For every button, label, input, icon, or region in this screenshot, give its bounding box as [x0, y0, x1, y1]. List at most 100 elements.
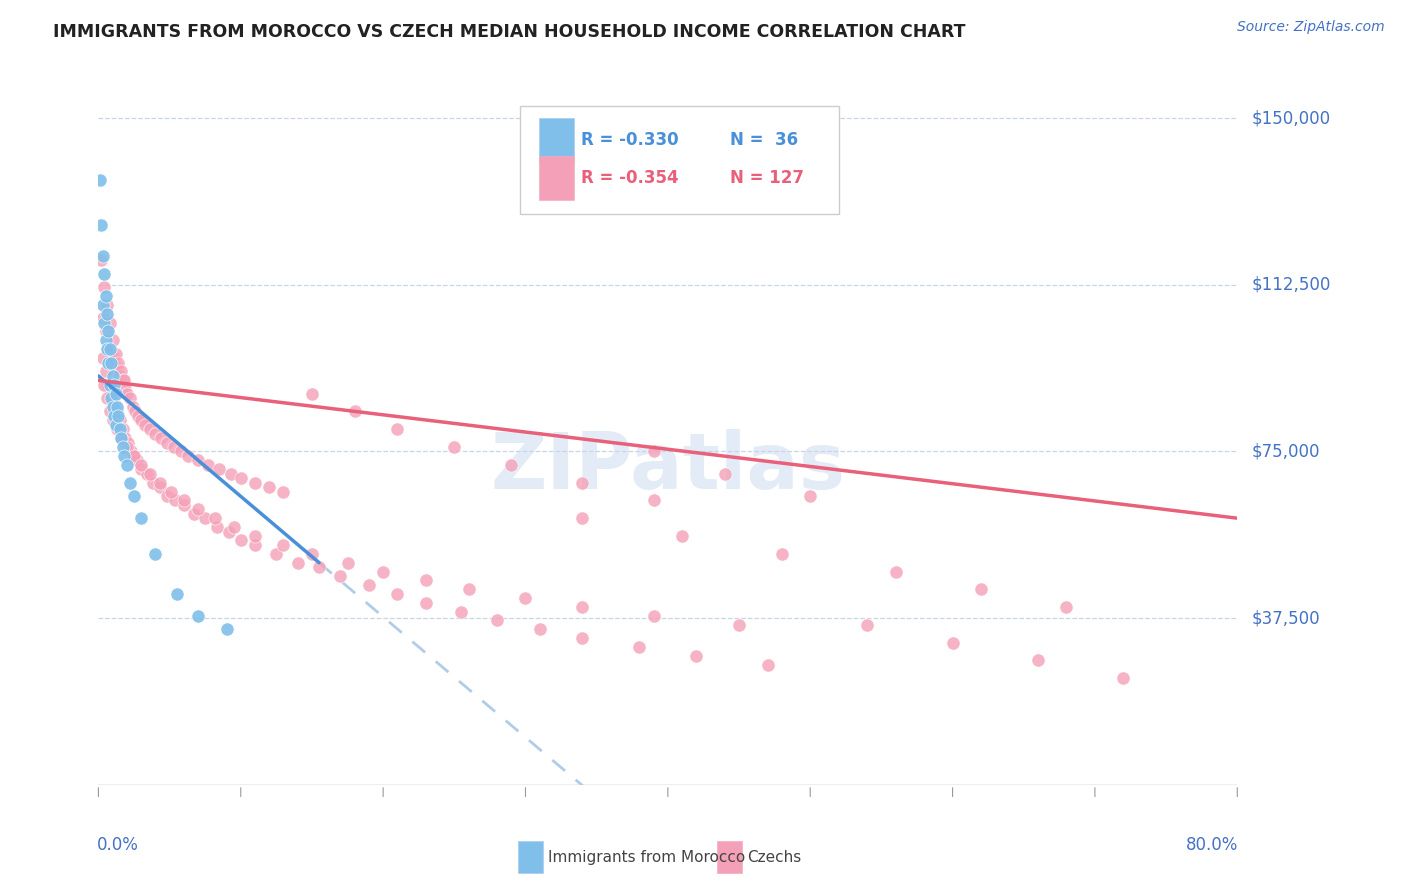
Point — [145, 547, 167, 561]
Text: Immigrants from Morocco: Immigrants from Morocco — [548, 850, 745, 864]
Point — [187, 453, 209, 467]
Point — [308, 560, 330, 574]
Point — [107, 409, 129, 423]
Point — [415, 574, 437, 588]
Point — [100, 386, 122, 401]
Point — [96, 298, 118, 312]
Point — [183, 507, 205, 521]
Point — [111, 440, 134, 454]
Point — [118, 391, 141, 405]
Point — [111, 373, 134, 387]
Point — [728, 618, 751, 632]
Point — [105, 404, 128, 418]
FancyBboxPatch shape — [517, 841, 543, 873]
Text: $112,500: $112,500 — [1251, 276, 1330, 293]
Point — [856, 618, 879, 632]
Point — [108, 422, 131, 436]
FancyBboxPatch shape — [538, 156, 575, 200]
Point — [229, 533, 252, 548]
Point — [205, 520, 228, 534]
Point — [942, 635, 965, 649]
Point — [443, 440, 465, 454]
Text: N =  36: N = 36 — [731, 131, 799, 150]
Point — [219, 467, 242, 481]
Point — [101, 400, 124, 414]
Point — [770, 547, 793, 561]
Point — [111, 422, 134, 436]
Point — [643, 493, 665, 508]
Point — [108, 368, 131, 383]
Point — [96, 391, 118, 405]
Point — [100, 355, 122, 369]
Point — [122, 489, 145, 503]
Point — [301, 547, 323, 561]
Point — [138, 422, 160, 436]
Point — [93, 280, 115, 294]
Point — [97, 325, 120, 339]
Point — [120, 444, 142, 458]
Point — [91, 298, 114, 312]
Point — [122, 449, 145, 463]
Point — [89, 173, 111, 187]
Point — [108, 413, 131, 427]
Point — [97, 355, 120, 369]
Point — [141, 475, 163, 490]
Point — [243, 475, 266, 490]
Point — [222, 520, 245, 534]
Point — [91, 311, 114, 326]
Point — [118, 475, 141, 490]
Point — [571, 475, 593, 490]
Point — [450, 605, 472, 619]
Point — [301, 386, 323, 401]
Point — [756, 657, 779, 672]
Point — [94, 289, 117, 303]
Point — [273, 538, 295, 552]
Point — [149, 475, 172, 490]
Point — [135, 467, 157, 481]
Point — [103, 351, 125, 365]
Point — [105, 422, 128, 436]
Point — [160, 484, 183, 499]
Text: $75,000: $75,000 — [1251, 442, 1320, 460]
Point — [194, 511, 217, 525]
Point — [103, 377, 125, 392]
Point — [134, 417, 156, 432]
Text: Czechs: Czechs — [748, 850, 801, 864]
Point — [685, 648, 707, 663]
Point — [336, 556, 359, 570]
Point — [107, 355, 129, 369]
FancyBboxPatch shape — [717, 841, 742, 873]
Point — [156, 435, 179, 450]
Point — [114, 382, 136, 396]
Point — [357, 578, 380, 592]
Point — [1056, 600, 1078, 615]
Point — [156, 489, 179, 503]
Point — [96, 343, 118, 357]
Point — [98, 404, 121, 418]
Point — [229, 471, 252, 485]
Point — [643, 609, 665, 624]
Point — [112, 373, 135, 387]
Point — [343, 404, 366, 418]
Point — [166, 587, 188, 601]
Point — [243, 529, 266, 543]
Point — [571, 632, 593, 646]
Point — [204, 511, 226, 525]
Point — [94, 334, 117, 348]
Point — [457, 582, 479, 597]
Point — [243, 538, 266, 552]
Point — [187, 609, 209, 624]
Point — [96, 307, 118, 321]
Point — [124, 404, 146, 418]
Point — [110, 431, 132, 445]
Point — [101, 368, 124, 383]
Point — [571, 511, 593, 525]
FancyBboxPatch shape — [520, 106, 839, 214]
Point — [127, 409, 149, 423]
Point — [571, 600, 593, 615]
Text: 80.0%: 80.0% — [1187, 836, 1239, 854]
Point — [129, 462, 152, 476]
Point — [125, 453, 148, 467]
Point — [91, 249, 114, 263]
Point — [104, 386, 127, 401]
